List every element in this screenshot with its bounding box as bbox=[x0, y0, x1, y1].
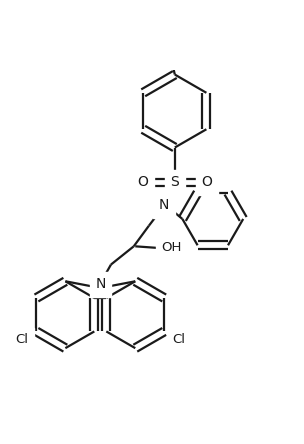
Text: Cl: Cl bbox=[172, 333, 185, 346]
Text: O: O bbox=[137, 175, 148, 190]
Text: O: O bbox=[201, 175, 212, 190]
Text: Cl: Cl bbox=[16, 333, 28, 346]
Text: S: S bbox=[171, 175, 179, 190]
Text: N: N bbox=[95, 278, 105, 291]
Text: OH: OH bbox=[161, 242, 181, 254]
Text: N: N bbox=[159, 198, 169, 212]
